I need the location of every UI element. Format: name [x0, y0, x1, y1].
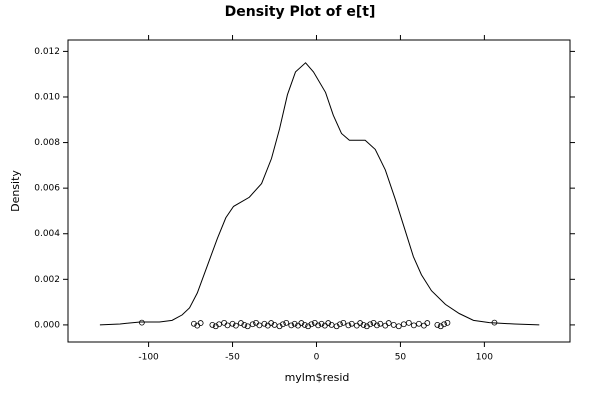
- data-point: [241, 322, 248, 328]
- data-point: [491, 319, 498, 326]
- data-point: [249, 321, 256, 328]
- x-tick-label: 50: [395, 353, 407, 363]
- x-tick-label: -50: [225, 353, 240, 363]
- data-point: [410, 322, 417, 329]
- data-point: [441, 321, 447, 328]
- data-point: [301, 322, 308, 328]
- x-axis-label: mylm$resid: [285, 371, 350, 384]
- y-tick-label: 0.002: [34, 275, 60, 285]
- data-point: [385, 320, 392, 326]
- data-point: [308, 321, 315, 328]
- data-point: [424, 320, 431, 326]
- y-tick-label: 0.004: [34, 229, 60, 239]
- data-point: [444, 319, 451, 326]
- data-point: [367, 321, 374, 328]
- chart-title: Density Plot of e[t]: [225, 4, 376, 20]
- data-point: [232, 322, 239, 329]
- data-point: [405, 319, 412, 326]
- data-point: [318, 320, 325, 327]
- data-point: [315, 322, 322, 329]
- data-point: [268, 320, 275, 326]
- data-point: [353, 322, 360, 329]
- data-point: [382, 322, 389, 329]
- data-point: [191, 320, 197, 327]
- data-point: [288, 322, 295, 329]
- data-point: [291, 320, 298, 327]
- data-point: [390, 322, 397, 328]
- x-tick-label: -100: [138, 353, 159, 363]
- data-point: [377, 320, 384, 327]
- data-point: [244, 323, 251, 330]
- y-tick-label: 0.012: [34, 47, 60, 57]
- data-point: [256, 322, 263, 329]
- data-point: [261, 320, 268, 327]
- data-point: [280, 321, 286, 328]
- data-point: [138, 319, 145, 326]
- plot-frame: [67, 39, 571, 343]
- y-tick-label: 0.000: [34, 320, 60, 330]
- data-point: [337, 321, 343, 328]
- x-tick-label: 100: [476, 353, 493, 363]
- data-point: [345, 322, 352, 329]
- data-point: [298, 320, 305, 326]
- y-tick-label: 0.006: [34, 184, 60, 194]
- data-point: [197, 320, 204, 326]
- y-tick-label: 0.008: [34, 138, 60, 148]
- data-point: [415, 320, 422, 327]
- data-point: [283, 319, 290, 326]
- y-axis-label: Density: [9, 170, 22, 212]
- data-point: [224, 322, 231, 329]
- data-point: [434, 322, 441, 328]
- x-tick-label: 0: [314, 353, 320, 363]
- density-line: [99, 62, 540, 326]
- data-point: [340, 319, 347, 326]
- data-point: [374, 322, 380, 329]
- data-point: [400, 321, 407, 328]
- data-point: [221, 319, 228, 326]
- y-tick-label: 0.010: [34, 92, 60, 102]
- data-point: [357, 320, 364, 326]
- data-point: [395, 323, 402, 330]
- data-point: [348, 320, 355, 327]
- data-point: [238, 320, 244, 326]
- data-point: [209, 322, 216, 328]
- data-point: [229, 320, 236, 327]
- data-point: [325, 320, 332, 326]
- data-point: [421, 322, 427, 329]
- data-point: [360, 322, 367, 328]
